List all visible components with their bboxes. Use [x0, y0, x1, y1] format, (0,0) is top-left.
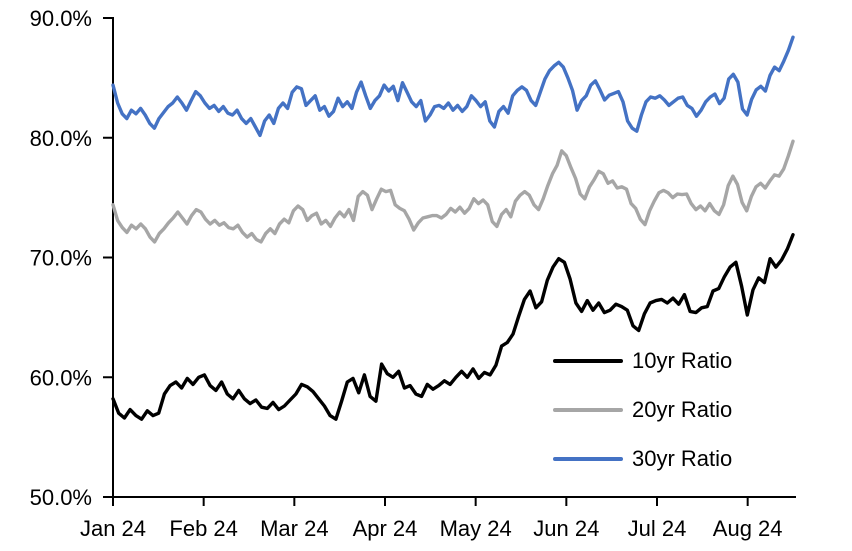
legend-item-20yr-ratio: 20yr Ratio — [553, 385, 833, 434]
x-tick-label: Mar 24 — [260, 516, 328, 541]
legend-item-30yr-ratio: 30yr Ratio — [553, 434, 833, 483]
legend-label-10yr: 10yr Ratio — [632, 347, 733, 373]
x-tick-label: May 24 — [440, 516, 512, 541]
y-tick-label: 60.0% — [30, 365, 92, 390]
series-line-20yr-ratio — [111, 139, 795, 244]
legend-label-20yr: 20yr Ratio — [632, 396, 733, 422]
y-tick-label: 70.0% — [30, 246, 92, 271]
legend-line-swatch-20yr — [553, 407, 623, 412]
legend-label-30yr: 30yr Ratio — [632, 445, 733, 471]
x-tick-label: Jan 24 — [80, 516, 146, 541]
legend: 10yr Ratio 20yr Ratio 30yr Ratio — [553, 336, 833, 483]
series-line-10yr-ratio — [111, 232, 795, 421]
x-tick-label: Aug 24 — [713, 516, 783, 541]
legend-item-10yr-ratio: 10yr Ratio — [553, 336, 833, 385]
x-tick-label: Feb 24 — [169, 516, 238, 541]
x-tick-label: Jun 24 — [533, 516, 599, 541]
y-tick-label: 80.0% — [30, 126, 92, 151]
legend-line-swatch-10yr — [553, 358, 623, 363]
y-tick-label: 50.0% — [30, 485, 92, 510]
series-line-30yr-ratio — [111, 35, 795, 138]
legend-line-swatch-30yr — [553, 456, 623, 461]
x-tick-label: Apr 24 — [353, 516, 418, 541]
y-tick-label: 90.0% — [30, 6, 92, 31]
x-tick-label: Jul 24 — [628, 516, 687, 541]
